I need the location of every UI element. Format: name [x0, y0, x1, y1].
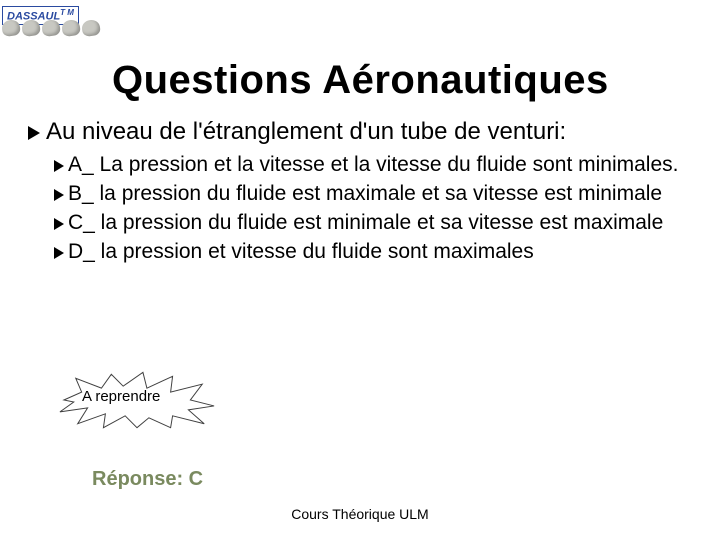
- logo-decor: [2, 20, 112, 42]
- question-text: Au niveau de l'étranglement d'un tube de…: [46, 118, 566, 145]
- bullet-icon: [54, 218, 64, 230]
- footer-text: Cours Théorique ULM: [0, 506, 720, 522]
- option-a: A_ La pression et la vitesse et la vites…: [54, 152, 692, 179]
- option-text: B_ la pression du fluide est maximale et…: [68, 182, 662, 205]
- option-text: A_ La pression et la vitesse et la vites…: [68, 153, 678, 176]
- option-text: D_ la pression et vitesse du fluide sont…: [68, 240, 534, 263]
- option-text: C_ la pression du fluide est minimale et…: [68, 211, 663, 234]
- brand-tm: T M: [60, 8, 74, 17]
- options-list: A_ La pression et la vitesse et la vites…: [54, 152, 692, 268]
- brand-logo: DASSAULT M: [2, 4, 112, 44]
- option-c: C_ la pression du fluide est minimale et…: [54, 210, 692, 237]
- question-line: Au niveau de l'étranglement d'un tube de…: [28, 118, 700, 146]
- bullet-icon: [28, 126, 40, 140]
- bullet-icon: [54, 247, 64, 259]
- option-d: D_ la pression et vitesse du fluide sont…: [54, 239, 692, 266]
- bullet-icon: [54, 160, 64, 172]
- page-title: Questions Aéronautiques: [112, 58, 609, 103]
- option-b: B_ la pression du fluide est maximale et…: [54, 181, 692, 208]
- starburst-label: A reprendre: [82, 388, 160, 405]
- bullet-icon: [54, 189, 64, 201]
- answer-label: Réponse: C: [92, 468, 203, 491]
